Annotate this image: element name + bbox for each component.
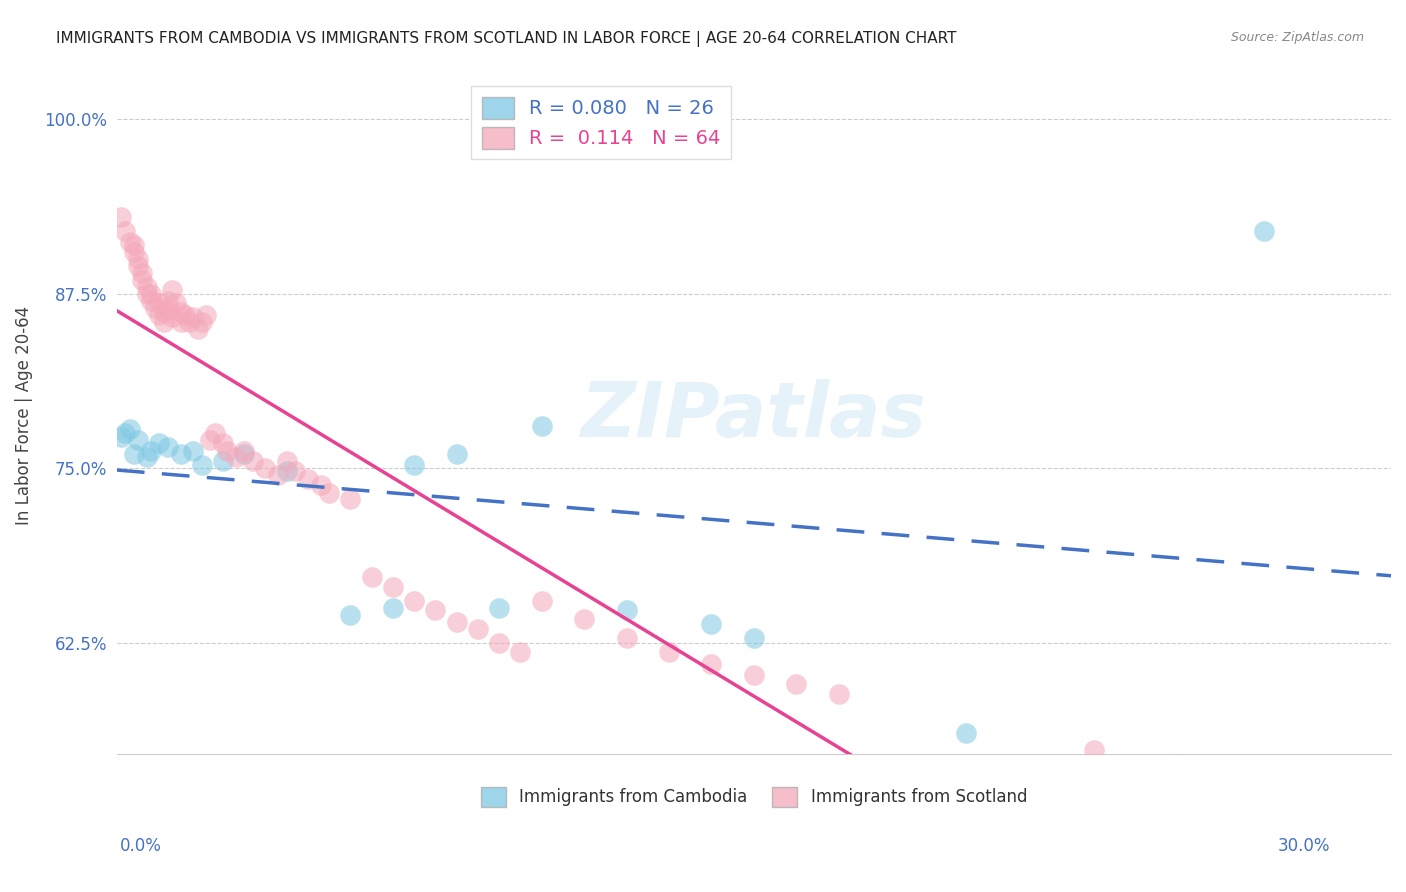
Point [425, 603, 447, 617]
Point [191, 315, 214, 329]
Point [177, 315, 200, 329]
Point [572, 612, 595, 626]
Point [1083, 743, 1105, 757]
Point [233, 444, 256, 458]
Point [233, 447, 256, 461]
Point [169, 305, 191, 319]
Point [488, 635, 510, 649]
Point [148, 436, 170, 450]
Point [200, 434, 222, 448]
Point [530, 419, 553, 434]
Point [148, 296, 170, 310]
Text: IMMIGRANTS FROM CAMBODIA VS IMMIGRANTS FROM SCOTLAND IN LABOR FORCE | AGE 20-64 : IMMIGRANTS FROM CAMBODIA VS IMMIGRANTS F… [56, 31, 956, 47]
Point [217, 444, 239, 458]
Point [127, 434, 149, 448]
Point [122, 244, 145, 259]
Point [616, 632, 638, 646]
Point [110, 430, 132, 444]
Point [195, 308, 218, 322]
Point [181, 310, 204, 325]
Point [381, 600, 404, 615]
Point [828, 687, 851, 701]
Point [135, 279, 157, 293]
Point [467, 622, 489, 636]
Point [160, 283, 183, 297]
Point [139, 293, 162, 308]
Point [212, 454, 235, 468]
Point [127, 252, 149, 266]
Point [955, 726, 977, 740]
Point [309, 478, 332, 492]
Point [509, 645, 531, 659]
Point [118, 235, 141, 249]
Point [700, 617, 723, 632]
Point [139, 444, 162, 458]
Point [156, 301, 179, 315]
Point [785, 677, 807, 691]
Point [225, 450, 247, 464]
Point [135, 286, 157, 301]
Point [616, 603, 638, 617]
Point [404, 458, 426, 473]
Point [742, 667, 765, 681]
Text: Source: ZipAtlas.com: Source: ZipAtlas.com [1230, 31, 1364, 45]
Y-axis label: In Labor Force | Age 20-64: In Labor Force | Age 20-64 [15, 306, 32, 525]
Point [143, 301, 166, 315]
Point [488, 600, 510, 615]
Point [339, 491, 361, 506]
Point [110, 210, 132, 224]
Point [318, 486, 340, 500]
Point [148, 308, 170, 322]
Point [156, 440, 179, 454]
Point [173, 308, 195, 322]
Point [276, 454, 298, 468]
Text: 0.0%: 0.0% [120, 837, 162, 855]
Point [156, 293, 179, 308]
Point [181, 444, 204, 458]
Point [700, 657, 723, 671]
Point [1253, 224, 1275, 238]
Point [446, 615, 468, 629]
Point [169, 315, 191, 329]
Point [339, 607, 361, 622]
Point [139, 286, 162, 301]
Point [135, 450, 157, 464]
Point [169, 447, 191, 461]
Point [254, 461, 277, 475]
Point [284, 464, 307, 478]
Point [212, 436, 235, 450]
Point [186, 321, 208, 335]
Point [276, 464, 298, 478]
Point [122, 238, 145, 252]
Point [1167, 756, 1189, 771]
Point [242, 454, 264, 468]
Point [127, 259, 149, 273]
Point [131, 266, 153, 280]
Legend: Immigrants from Cambodia, Immigrants from Scotland: Immigrants from Cambodia, Immigrants fro… [474, 780, 1033, 814]
Point [360, 570, 382, 584]
Point [152, 315, 174, 329]
Point [165, 296, 187, 310]
Point [404, 593, 426, 607]
Point [131, 273, 153, 287]
Text: 30.0%: 30.0% [1278, 837, 1330, 855]
Point [118, 422, 141, 436]
Point [446, 447, 468, 461]
Point [191, 458, 214, 473]
Text: ZIPatlas: ZIPatlas [581, 379, 927, 453]
Point [267, 468, 290, 483]
Point [114, 426, 136, 441]
Point [204, 426, 226, 441]
Point [297, 472, 319, 486]
Point [381, 580, 404, 594]
Point [658, 645, 681, 659]
Point [122, 447, 145, 461]
Point [160, 310, 183, 325]
Point [742, 632, 765, 646]
Point [530, 593, 553, 607]
Point [114, 224, 136, 238]
Point [152, 305, 174, 319]
